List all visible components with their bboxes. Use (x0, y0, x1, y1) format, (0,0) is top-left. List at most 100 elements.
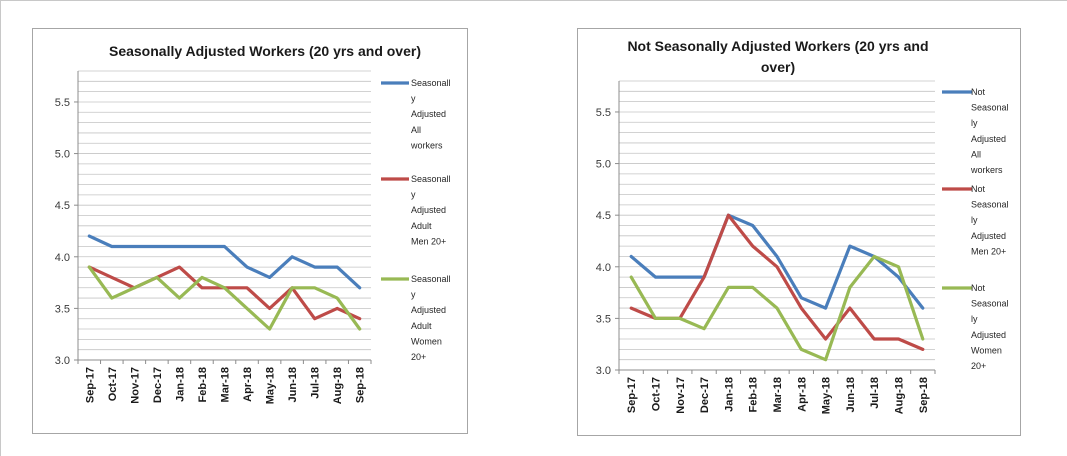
right-y-tick-label: 3.5 (596, 313, 611, 325)
left-x-tick-label: Oct-17 (107, 367, 119, 401)
right-legend-label-2: Not (971, 184, 986, 194)
right-series-2-point (800, 306, 803, 310)
right-series-2-point (824, 337, 827, 341)
left-legend-label-1: workers (410, 140, 443, 150)
right-series-3-point (800, 348, 803, 351)
left-series-1-point (335, 265, 339, 269)
left-x-tick-label: Nov-17 (129, 367, 141, 404)
left-legend-label-2: y (411, 190, 416, 200)
left-series-1-point (133, 245, 136, 248)
left-series-3-point (313, 286, 316, 289)
left-series-2-point (268, 307, 271, 310)
right-legend-label-3: Not (971, 283, 986, 293)
left-series-1-point (245, 265, 249, 269)
left-series-1-point (290, 255, 294, 258)
left-series-1-point (223, 245, 226, 248)
left-legend-label-1: y (411, 94, 416, 104)
left-series-3-point (133, 286, 136, 289)
left-series-1-point (88, 234, 91, 238)
right-legend-label-3: ly (971, 314, 978, 324)
right-x-tick-label: May-18 (821, 377, 833, 414)
right-series-1-point (800, 296, 803, 299)
left-legend-label-2: Adjusted (411, 205, 446, 215)
right-series-3-point (824, 358, 827, 361)
left-y-tick-label: 5.5 (55, 97, 70, 109)
left-series-3-point (245, 307, 249, 310)
right-x-tick-label: Sep-18 (918, 377, 930, 413)
right-x-tick-label: Dec-17 (699, 377, 711, 413)
left-series-3-point (178, 296, 181, 300)
left-series-1-point (268, 276, 271, 279)
left-chart-title: Seasonally Adjusted Workers (20 yrs and … (109, 43, 421, 59)
right-chart-title-line-2: over) (761, 59, 795, 75)
right-legend-label-1: All (971, 149, 981, 159)
left-y-tick-label: 3.0 (55, 355, 70, 367)
left-x-tick-label: Aug-18 (332, 367, 344, 404)
right-series-1-point (848, 244, 852, 248)
right-y-tick-label: 4.0 (596, 262, 611, 274)
right-x-tick-label: Oct-17 (650, 377, 662, 411)
left-y-tick-label: 4.0 (55, 252, 70, 264)
left-series-line-2 (87, 265, 362, 321)
left-series-1-point (313, 265, 316, 269)
right-legend-label-1: workers (970, 165, 1003, 175)
right-series-1-point (921, 306, 925, 310)
right-series-1-point (897, 275, 900, 279)
right-x-tick-label: Jan-18 (723, 377, 735, 412)
right-series-2-point (727, 213, 730, 217)
left-x-tick-label: Sep-18 (355, 367, 367, 403)
right-x-tick-label: Jun-18 (845, 377, 857, 412)
left-series-3-point (110, 296, 114, 300)
left-x-tick-label: Mar-18 (220, 367, 232, 402)
right-series-line-1 (629, 213, 925, 310)
right-x-tick-label: Mar-18 (772, 377, 784, 412)
left-series-3-point (200, 276, 204, 279)
left-y-tick-label: 4.5 (55, 200, 70, 212)
right-series-2-point (702, 275, 706, 279)
right-series-2-point (897, 337, 900, 341)
right-series-3-point (654, 317, 657, 320)
right-y-tick-label: 5.5 (596, 107, 611, 119)
left-series-3-point (358, 327, 361, 331)
left-legend-label-3: Adult (411, 321, 432, 331)
left-series-2-point (200, 286, 204, 289)
right-legend-label-1: ly (971, 118, 978, 128)
right-legend-label-3: Seasonal (971, 299, 1009, 309)
left-series-2-point (313, 317, 316, 320)
right-series-3-point (727, 286, 730, 289)
left-series-3-point (335, 296, 339, 300)
right-series-line-2 (629, 213, 925, 351)
not-seasonally-adjusted-chart-svg: Not Seasonally Adjusted Workers (20 yrs … (596, 38, 1009, 414)
right-y-tick-label: 4.5 (596, 210, 611, 222)
right-series-1-point (775, 255, 779, 258)
right-legend-label-2: Men 20+ (971, 246, 1006, 256)
left-series-2-point (358, 317, 361, 320)
right-series-3-point (921, 337, 925, 341)
left-legend-label-1: Seasonall (411, 78, 451, 88)
left-legend-label-1: All (411, 125, 421, 135)
not-seasonally-adjusted-chart: Not Seasonally Adjusted Workers (20 yrs … (577, 28, 1021, 436)
right-x-tick-label: Feb-18 (748, 377, 760, 412)
left-y-tick-label: 5.0 (55, 149, 70, 161)
left-legend-label-2: Men 20+ (411, 236, 446, 246)
right-series-1-point (654, 275, 657, 279)
left-series-2-point (335, 307, 339, 310)
left-series-3-point (88, 265, 91, 269)
right-legend-label-3: 20+ (971, 361, 986, 371)
left-series-3-point (290, 286, 294, 289)
right-chart-title: Not Seasonally Adjusted Workers (20 yrs … (627, 38, 928, 54)
right-series-2-point (775, 265, 779, 268)
left-legend-label-3: y (411, 290, 416, 300)
left-x-tick-label: Jan-18 (174, 367, 186, 402)
left-x-tick-label: Feb-18 (197, 367, 209, 402)
right-y-tick-label: 3.0 (596, 365, 611, 377)
left-x-tick-label: Jun-18 (287, 367, 299, 402)
left-series-line-1 (87, 234, 362, 290)
right-series-1-point (751, 224, 754, 227)
right-series-3-point (848, 286, 852, 289)
right-legend-label-2: ly (971, 215, 978, 225)
left-series-1-point (358, 286, 361, 289)
right-series-3-point (702, 327, 706, 330)
left-legend-label-3: Women (411, 336, 442, 346)
